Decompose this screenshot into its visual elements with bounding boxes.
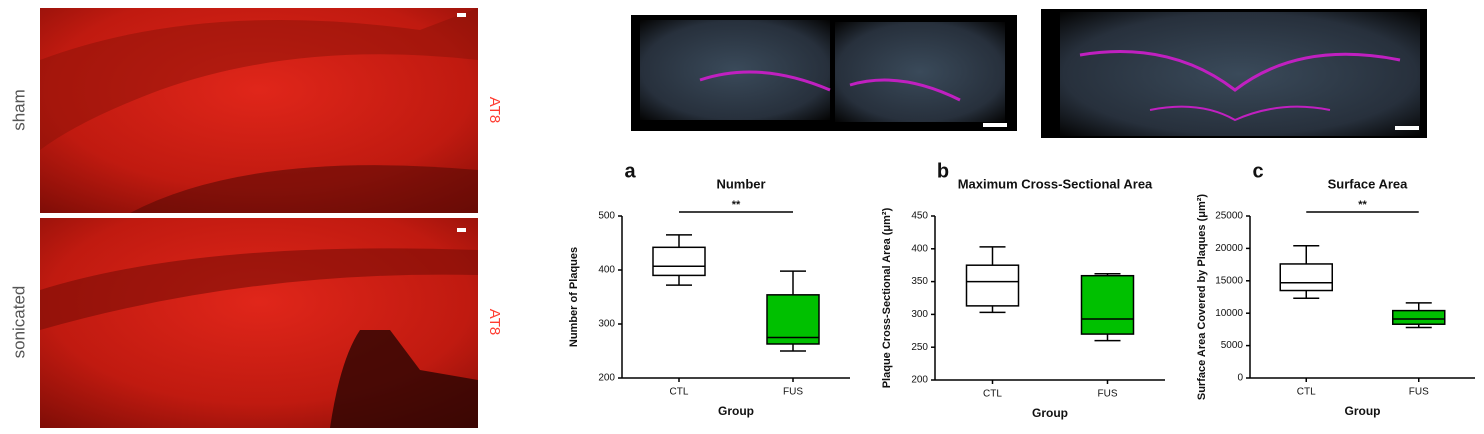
y-axis-label: Plaque Cross-Sectional Area (μm²) [881,207,893,388]
significance-label: ** [1358,199,1367,211]
y-tick-label: 5000 [1221,340,1244,351]
y-tick-label: 0 [1237,373,1243,384]
stain-label: AT8 [486,309,503,335]
x-tick-label: FUS [1409,387,1429,398]
y-axis-label: Surface Area Covered by Plaques (μm²) [1196,194,1208,401]
y-axis-label: Number of Plaques [568,247,580,347]
box [1392,309,1446,325]
y-tick-label: 15000 [1215,275,1243,286]
y-tick-label: 400 [911,243,928,254]
y-tick-label: 350 [911,276,928,287]
panel-letter: a [624,160,636,182]
y-tick-label: 250 [911,342,928,353]
box [965,264,1020,307]
microscopy-ctl [631,15,1017,131]
y-tick-label: 25000 [1215,211,1243,222]
panel-label: sonicated [9,286,28,359]
box [652,246,706,277]
panel-label: sham [9,89,28,131]
y-tick-label: 450 [911,211,928,222]
panel-letter: c [1252,160,1263,182]
y-tick-label: 400 [598,265,615,276]
x-tick-label: CTL [983,389,1002,400]
x-tick-label: CTL [1297,387,1316,398]
panel-letter: b [937,160,949,182]
x-tick-label: CTL [670,387,689,398]
x-tick-label: FUS [783,387,803,398]
y-tick-label: 20000 [1215,243,1243,254]
x-axis-label: Group [718,404,754,418]
y-tick-label: 300 [911,309,928,320]
x-axis-label: Group [1345,404,1381,418]
box [1080,274,1135,335]
box [1279,263,1333,292]
microscopy-sham [40,8,478,213]
box [766,294,820,345]
x-axis-label: Group [1032,406,1068,420]
stain-label: AT8 [486,97,503,123]
y-tick-label: 300 [598,319,615,330]
chart-title: Number [716,176,765,191]
microscopy-sonicated [40,218,478,428]
y-tick-label: 500 [598,211,615,222]
y-tick-label: 10000 [1215,308,1243,319]
y-tick-label: 200 [598,373,615,384]
chart-title: Surface Area [1328,176,1408,191]
chart-title: Maximum Cross-Sectional Area [958,176,1153,191]
y-tick-label: 200 [911,375,928,386]
significance-label: ** [732,199,741,211]
microscopy-fus [1041,9,1427,138]
x-tick-label: FUS [1098,389,1118,400]
